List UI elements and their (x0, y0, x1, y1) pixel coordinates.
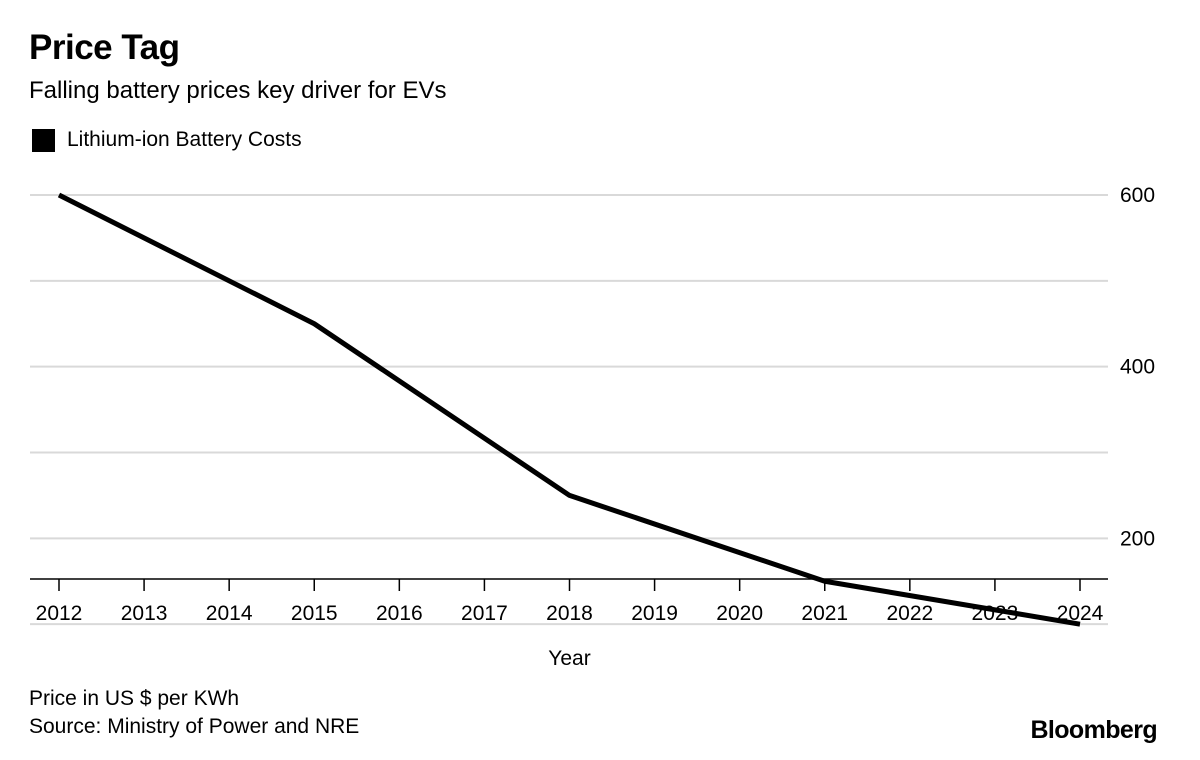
x-tick-label-2016: 2016 (376, 602, 423, 625)
x-tick-label-2022: 2022 (886, 602, 933, 625)
gridlines (30, 194, 1108, 626)
x-tick-label-2019: 2019 (631, 602, 678, 625)
legend-label: Lithium-ion Battery Costs (67, 128, 302, 151)
units-note: Price in US $ per KWh (29, 687, 240, 710)
x-tick-label-2021: 2021 (801, 602, 848, 625)
x-tick-label-2014: 2014 (206, 602, 253, 625)
series-line-0 (57, 192, 1081, 627)
y-tick-label-200: 200 (1120, 527, 1155, 550)
bloomberg-logo: Bloomberg (1030, 716, 1157, 744)
series-layer (57, 192, 1081, 627)
y-tick-label-400: 400 (1120, 356, 1155, 379)
x-axis-label: Year (548, 647, 590, 670)
chart-title: Price Tag (29, 28, 180, 67)
chart-legend: Lithium-ion Battery Costs (32, 128, 302, 152)
x-tick-label-2013: 2013 (121, 602, 168, 625)
x-tick-label-2018: 2018 (546, 602, 593, 625)
legend-swatch (32, 128, 55, 152)
x-tick-label-2012: 2012 (36, 602, 83, 625)
chart-subtitle: Falling battery prices key driver for EV… (29, 77, 447, 104)
y-axis-ticks: 600 400 200 (1120, 184, 1155, 550)
x-tick-label-2024: 2024 (1057, 602, 1104, 625)
y-tick-label-600: 600 (1120, 184, 1155, 207)
footnote: Price in US $ per KWh Source: Ministry o… (29, 685, 359, 741)
x-tick-label-2020: 2020 (716, 602, 763, 625)
x-tick-label-2017: 2017 (461, 602, 508, 625)
source-note: Source: Ministry of Power and NRE (29, 715, 360, 738)
x-axis: 2012 2013 2014 2015 2016 2017 2018 2019 2020 2021… (30, 578, 1108, 625)
x-tick-label-2015: 2015 (291, 602, 338, 625)
